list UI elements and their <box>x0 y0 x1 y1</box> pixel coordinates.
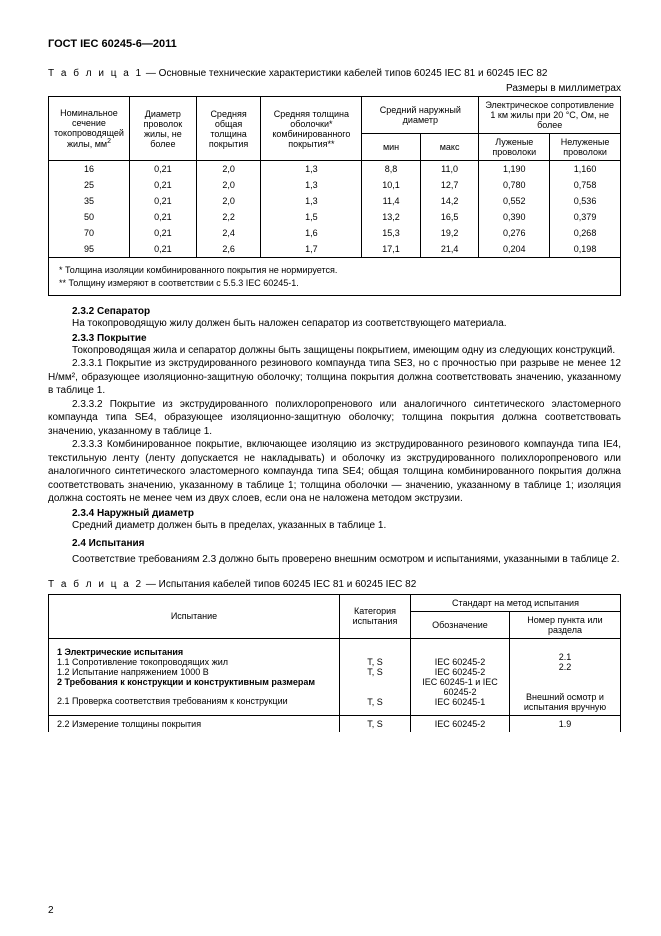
para-2-4: Соответствие требованиям 2.3 должно быть… <box>48 553 621 567</box>
para-2-3-3-3: 2.3.3.3 Комбинированное покрытие, включа… <box>48 438 621 506</box>
para-2-3-3-intro: Токопроводящая жила и сепаратор должны б… <box>48 344 621 358</box>
table2-row-2-2: 2.2 Измерение толщины покрытия T, S IEC … <box>49 715 621 732</box>
table1-caption: Т а б л и ц а 1 — Основные технические х… <box>48 68 621 79</box>
page-number: 2 <box>48 905 54 916</box>
para-2-3-4: Средний диаметр должен быть в пределах, … <box>48 519 621 533</box>
table1-row: 950,212,61,717,121,40,2040,198 <box>49 241 621 258</box>
table1-row: 350,212,01,311,414,20,5520,536 <box>49 193 621 209</box>
heading-2-3-4: 2.3.4 Наружный диаметр <box>48 508 621 519</box>
document-standard-id: ГОСТ IEC 60245-6—2011 <box>48 38 621 50</box>
table1-footnotes: * Толщина изоляции комбинированного покр… <box>49 258 621 296</box>
table1-row: 160,212,01,38,811,01,1901,160 <box>49 161 621 178</box>
para-2-3-3-1: 2.3.3.1 Покрытие из экструдированного ре… <box>48 357 621 398</box>
table2-block1: 1 Электрические испытания 1.1 Сопротивле… <box>49 638 621 715</box>
table2-caption: Т а б л и ц а 2 — Испытания кабелей типо… <box>48 579 621 590</box>
table1-row: 500,212,21,513,216,50,3900,379 <box>49 209 621 225</box>
table1-row: 250,212,01,310,112,70,7800,758 <box>49 177 621 193</box>
para-2-3-2: На токопроводящую жилу должен быть налож… <box>48 317 621 331</box>
para-2-3-3-2: 2.3.3.2 Покрытие из экструдированного по… <box>48 398 621 439</box>
table1: Номинальное сечение токопроводящей жилы,… <box>48 96 621 296</box>
heading-2-4: 2.4 Испытания <box>48 538 621 549</box>
table1-units: Размеры в миллиметрах <box>48 83 621 94</box>
table1-row: 700,212,41,615,319,20,2760,268 <box>49 225 621 241</box>
heading-2-3-2: 2.3.2 Сепаратор <box>48 306 621 317</box>
heading-2-3-3: 2.3.3 Покрытие <box>48 333 621 344</box>
table2: Испытание Категория испытания Стандарт н… <box>48 594 621 732</box>
